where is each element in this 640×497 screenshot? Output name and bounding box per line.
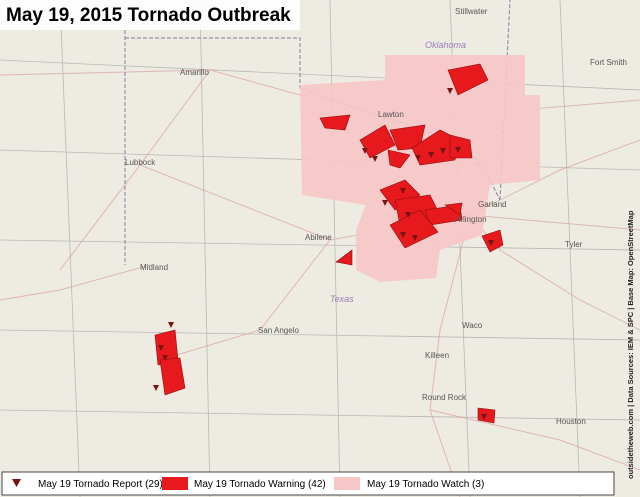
place-label: Lawton xyxy=(378,110,404,119)
place-label: San Angelo xyxy=(258,326,299,335)
place-label: Tyler xyxy=(565,240,583,249)
place-label: Garland xyxy=(478,200,506,209)
credit: outsidetheweb.com | Data Sources: IEM & … xyxy=(626,210,635,479)
map-title: May 19, 2015 Tornado Outbreak xyxy=(6,5,291,26)
place-label: Fort Smith xyxy=(590,58,627,67)
legend-entry: May 19 Tornado Report (29) xyxy=(38,479,163,490)
legend-swatch-watch xyxy=(334,477,360,490)
legend-entry: May 19 Tornado Warning (42) xyxy=(194,479,326,490)
place-label: Killeen xyxy=(425,351,449,360)
place-label: Arlington xyxy=(455,215,487,224)
tornado-warnings xyxy=(154,63,504,424)
place-label: Midland xyxy=(140,263,168,272)
place-label: Round Rock xyxy=(422,393,467,402)
place-label: Amarillo xyxy=(180,68,209,77)
place-label: Oklahoma xyxy=(425,40,466,50)
place-label: Stillwater xyxy=(455,7,488,16)
legend-swatch-warning xyxy=(162,477,188,490)
tornado-watch-area xyxy=(300,55,540,282)
place-label: Houston xyxy=(556,417,586,426)
place-label: Lubbock xyxy=(125,158,156,167)
place-label: Waco xyxy=(462,321,483,330)
legend-box xyxy=(1,471,615,496)
title-box xyxy=(0,0,300,30)
place-labels: Stillwater Oklahoma Fort Smith Amarillo Lubb… xyxy=(125,7,627,426)
place-label: Abilene xyxy=(305,233,332,242)
legend-entry: May 19 Tornado Watch (3) xyxy=(367,479,484,490)
place-label: Texas xyxy=(330,294,354,304)
legend-swatch-report xyxy=(12,479,21,487)
